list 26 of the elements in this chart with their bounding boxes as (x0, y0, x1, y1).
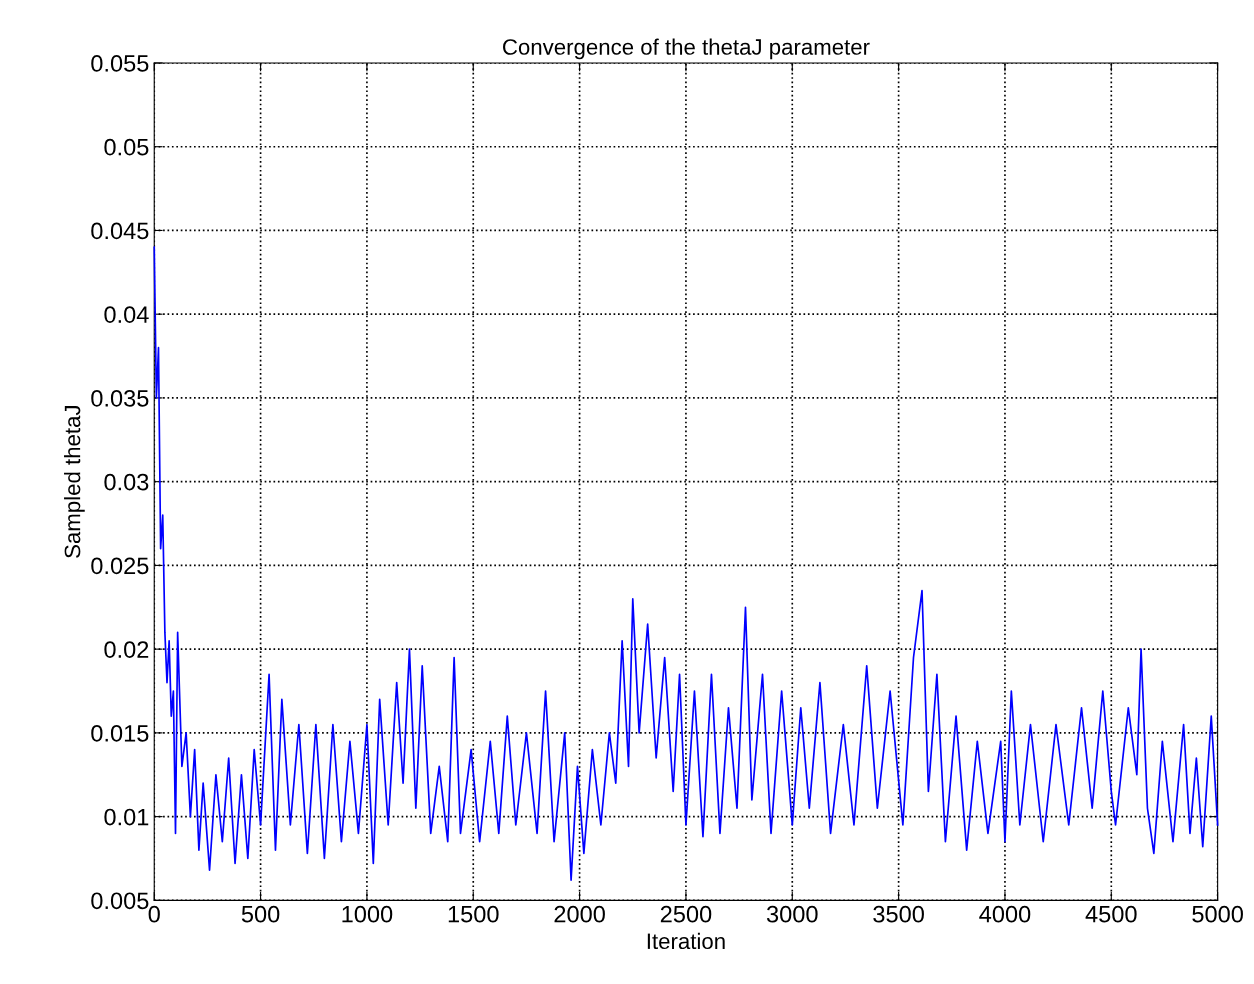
x-tick-label: 0 (148, 905, 160, 923)
x-tick-label: 3500 (873, 905, 924, 923)
x-tick-label: 4000 (979, 905, 1031, 923)
chart-title: Convergence of the thetaJ parameter (503, 38, 870, 60)
y-tick-label: 0.01 (104, 808, 149, 826)
y-tick-label: 0.05 (104, 138, 149, 156)
x-tick-label: 1000 (342, 905, 393, 923)
line-series (153, 246, 1219, 882)
x-axis-title: Iteration (647, 932, 725, 950)
x-tick-label: 500 (241, 905, 280, 923)
x-tick-label: 5000 (1192, 905, 1243, 923)
y-tick-label: 0.025 (91, 557, 149, 575)
y-tick-label: 0.04 (104, 306, 149, 323)
x-tick-label: 4500 (1085, 905, 1137, 923)
y-tick-label: 0.03 (104, 473, 149, 491)
x-tick-label: 2000 (554, 905, 605, 923)
y-tick-label: 0.055 (91, 55, 149, 72)
y-tick-label: 0.005 (91, 892, 149, 910)
x-tick-label: 2500 (660, 905, 712, 923)
y-axis-title: Sampled thetaJ (64, 406, 85, 558)
y-tick-label: 0.015 (91, 724, 149, 742)
x-tick-label: 3000 (766, 905, 818, 923)
x-tick-label: 1500 (448, 905, 499, 923)
y-tick-label: 0.045 (91, 222, 149, 240)
y-tick-label: 0.02 (104, 641, 149, 658)
y-tick-label: 0.035 (91, 390, 149, 407)
